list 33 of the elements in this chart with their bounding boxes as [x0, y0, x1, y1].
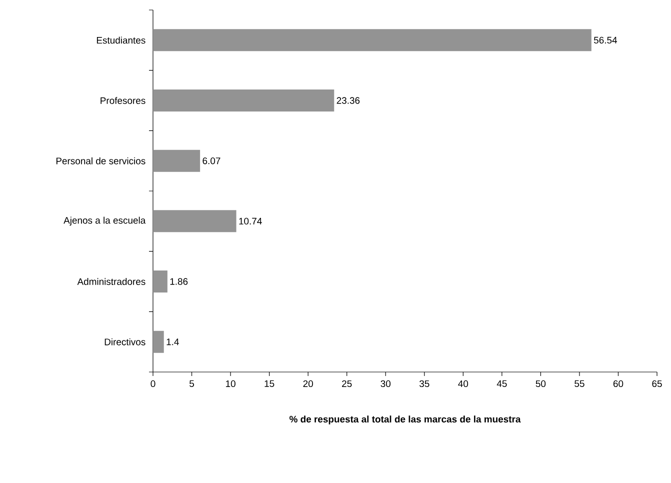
data-label: 23.36 [336, 97, 360, 104]
y-tick-label: Directivos [104, 338, 146, 346]
x-tick-label: 20 [303, 380, 313, 388]
x-tick-label: 50 [536, 380, 546, 388]
y-tick-label: Estudiantes [96, 36, 146, 44]
y-tick-label: Ajenos a la escuela [64, 216, 146, 226]
y-tick-label: Personal de servicios [56, 157, 146, 164]
x-tick-label: 5 [190, 380, 194, 387]
bar [153, 210, 236, 232]
x-tick-label: 45 [496, 380, 507, 387]
bar [153, 150, 200, 172]
x-tick-label: 60 [613, 380, 624, 388]
x-tick-label: 10 [226, 380, 236, 388]
x-tick-label: 35 [419, 380, 430, 388]
x-axis-title: % de respuesta al total de las marcas de la muestra [290, 416, 521, 424]
y-tick-label: Profesores [100, 97, 146, 104]
bar [153, 90, 334, 112]
data-label: 1.86 [170, 278, 188, 285]
data-label: 56.54 [594, 36, 618, 44]
y-tick-label: Administradores [77, 278, 146, 285]
data-label: 6.07 [202, 157, 220, 164]
x-tick-label: 30 [380, 380, 391, 388]
x-tick-label: 0 [150, 380, 156, 388]
bar [153, 330, 164, 353]
data-label: 10.74 [239, 218, 262, 225]
x-tick-label: 25 [342, 380, 352, 388]
bar [153, 270, 168, 293]
data-label: 1.4 [166, 338, 179, 346]
bar [153, 29, 592, 52]
x-tick-label: 40 [458, 380, 468, 388]
x-tick-label: 15 [264, 380, 274, 387]
x-tick-label: 65 [652, 380, 662, 388]
x-tick-label: 55 [574, 380, 584, 387]
